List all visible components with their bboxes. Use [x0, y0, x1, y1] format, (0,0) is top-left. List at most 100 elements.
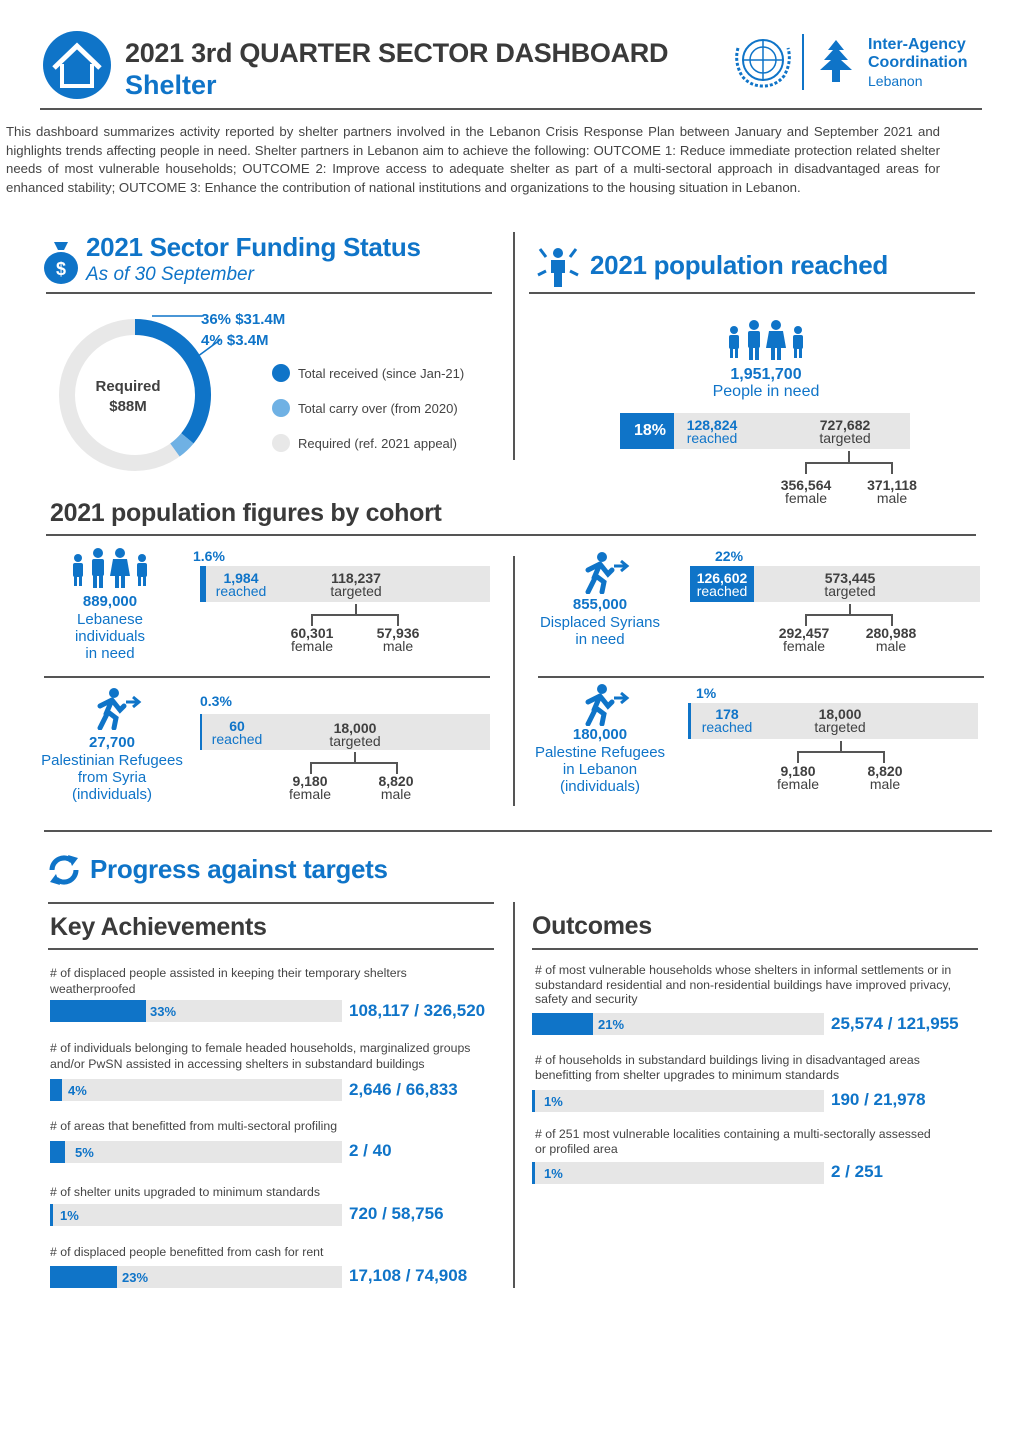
population-reached-label: reached	[686, 430, 738, 446]
cohort-reached-label: reached	[701, 719, 753, 735]
house-icon	[42, 30, 112, 100]
cohort-reached-num: 178	[715, 706, 739, 722]
indicator-pct: 5%	[75, 1145, 94, 1160]
received-callout: 36% $31.4M	[201, 311, 286, 328]
indicator-bar-bg	[50, 1204, 342, 1226]
cohort-reached-num: 1,984	[223, 570, 259, 586]
person-moving-icon	[582, 684, 630, 727]
indicator-bar-fill	[532, 1013, 593, 1035]
indicator-value: 17,108 / 74,908	[349, 1266, 468, 1285]
cohort-male-num: 57,936	[376, 625, 420, 641]
coordination-logo-text: Inter-Agency Coordination Lebanon	[868, 36, 968, 89]
cohort-prs-num: 27,700	[89, 734, 135, 751]
cohort-female-label: female	[782, 638, 826, 654]
cohort-male-num: 8,820	[378, 773, 414, 789]
population-targeted-label: targeted	[819, 430, 871, 446]
cohort-prs-label: Palestinian Refugees from Syria (individua…	[41, 752, 183, 803]
cohort-male-label: male	[869, 776, 901, 792]
cohort-lebanese-label: Lebanese individuals in need	[74, 611, 146, 662]
indicator-bar-fill	[50, 1204, 53, 1226]
person-moving-icon	[94, 688, 142, 731]
funding-subtitle: As of 30 September	[86, 264, 254, 285]
cohort-female-label: female	[290, 638, 334, 654]
cohort-targeted-num: 18,000	[333, 720, 377, 736]
cohort-bar-bg	[688, 703, 978, 739]
indicator-pct: 33%	[150, 1004, 177, 1019]
indicator-bar-fill	[50, 1141, 65, 1163]
cohort-targeted-label: targeted	[330, 583, 382, 599]
indicator-pct: 23%	[122, 1270, 149, 1285]
indicator-value: 2 / 251	[831, 1162, 883, 1181]
page-subtitle: Shelter	[125, 70, 217, 100]
indicator-bar-bg	[50, 1079, 342, 1101]
legend-carry-over: Total carry over (from 2020)	[272, 399, 458, 417]
population-targeted-num: 727,682	[819, 417, 871, 433]
cohort-targeted-label: targeted	[329, 733, 381, 749]
donut-center-label: Required $88M	[95, 378, 161, 415]
indicator-bar-bg	[532, 1162, 824, 1184]
indicator-pct: 4%	[68, 1083, 87, 1098]
indicator-pct: 1%	[544, 1166, 563, 1181]
population-bar-fill	[620, 413, 674, 449]
cohort-reached-label: reached	[211, 731, 263, 747]
cohort-bar-fill	[200, 714, 202, 750]
indicator-bar-fill	[50, 1079, 62, 1101]
pin-label: People in need	[712, 383, 820, 400]
indicator-text: # of individuals belonging to female hea…	[50, 1041, 471, 1071]
indicator-pct: 1%	[60, 1208, 79, 1223]
cohort-reached-label: reached	[215, 583, 267, 599]
indicator-bar-fill	[50, 1000, 146, 1022]
cohort-male-num: 280,988	[865, 625, 917, 641]
indicator-value: 190 / 21,978	[831, 1090, 926, 1109]
funding-title: 2021 Sector Funding Status	[86, 232, 421, 262]
cedar-logo-icon	[810, 36, 862, 88]
cohort-female-label: female	[776, 776, 820, 792]
cohort-bar-bg	[200, 714, 490, 750]
person-moving-icon	[582, 552, 630, 595]
page-title: 2021 3rd QUARTER SECTOR DASHBOARD	[125, 38, 669, 68]
population-female-label: female	[784, 490, 828, 506]
cohort-reached-num: 60	[229, 718, 245, 734]
carry-callout: 4% $3.4M	[201, 332, 269, 349]
legend-dot-icon	[272, 399, 290, 417]
people-group-icon	[68, 546, 152, 590]
indicator-bar-fill	[532, 1090, 535, 1112]
cohort-title: 2021 population figures by cohort	[50, 499, 442, 527]
cohort-syrians-pct: 22%	[715, 548, 744, 564]
money-bag-icon: $	[42, 238, 80, 286]
cohort-targeted-label: targeted	[824, 583, 876, 599]
un-logo-icon	[730, 32, 796, 90]
indicator-value: 2 / 40	[349, 1141, 392, 1160]
donut-carry-slice	[170, 433, 194, 457]
cohort-targeted-label: targeted	[814, 719, 866, 735]
cohort-male-label: male	[875, 638, 907, 654]
indicator-value: 2,646 / 66,833	[349, 1080, 458, 1099]
cohort-female-num: 9,180	[292, 773, 328, 789]
cohort-female-num: 60,301	[290, 625, 334, 641]
indicator-value: 108,117 / 326,520	[349, 1001, 486, 1020]
cohort-bar-bg	[200, 566, 490, 602]
indicator-bar-bg	[532, 1013, 824, 1035]
indicator-text: # of shelter units upgraded to minimum s…	[50, 1185, 320, 1199]
indicator-text: # of areas that benefitted from multi-se…	[50, 1119, 338, 1133]
achievements-title: Key Achievements	[50, 913, 267, 941]
pin-number: 1,951,700	[730, 366, 802, 383]
donut-received-slice	[134, 319, 211, 444]
indicator-value: 25,574 / 121,955	[831, 1014, 959, 1033]
cohort-prl-pct: 1%	[696, 685, 717, 701]
cohort-syrians-label: Displaced Syrians in need	[539, 614, 661, 648]
population-reached-num: 128,824	[686, 417, 738, 433]
cohort-prs-pct: 0.3%	[200, 693, 232, 709]
cohort-prl-label: Palestine Refugees in Lebanon (individuals…	[534, 744, 666, 795]
cohort-targeted-num: 573,445	[824, 570, 876, 586]
cohort-lebanese-pct: 1.6%	[193, 548, 225, 564]
legend-dot-icon	[272, 434, 290, 452]
cycle-arrows-icon	[44, 850, 84, 890]
cohort-targeted-num: 18,000	[818, 706, 862, 722]
indicator-bar-bg	[50, 1266, 342, 1288]
cohort-female-num: 292,457	[778, 625, 830, 641]
svg-text:$: $	[56, 259, 66, 279]
indicator-bar-fill	[50, 1266, 117, 1288]
indicator-text: # of households in substandard buildings…	[535, 1053, 920, 1082]
cohort-bar-fill	[200, 566, 206, 602]
